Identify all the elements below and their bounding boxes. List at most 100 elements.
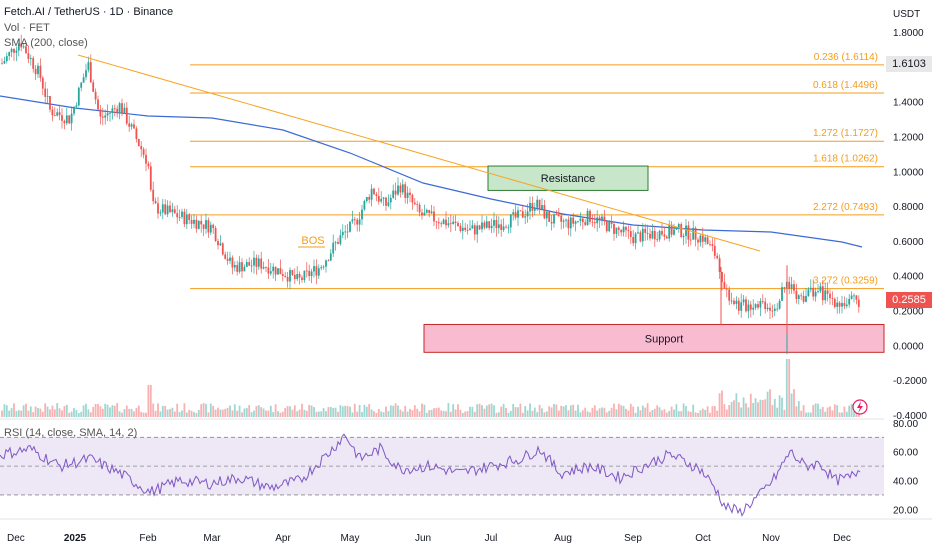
volume-bar	[49, 409, 51, 417]
volume-bar	[742, 397, 745, 417]
volume-bar	[603, 407, 606, 417]
volume-bar	[529, 403, 531, 417]
candle-body	[409, 192, 411, 196]
candles	[1, 34, 860, 355]
volume-bar	[572, 404, 575, 417]
volume-bar	[665, 412, 668, 417]
volume-bar	[725, 409, 728, 417]
candle-body	[771, 310, 774, 312]
candle-body	[207, 220, 210, 233]
candle-body	[548, 211, 551, 222]
volume-bar	[106, 404, 109, 417]
time-tick-label: 2025	[64, 533, 87, 544]
volume-bar	[634, 412, 637, 417]
volume-bar	[197, 409, 200, 417]
candle-body	[8, 52, 11, 57]
volume-bar	[754, 398, 757, 417]
candle-body	[169, 205, 171, 213]
volume-bar	[212, 405, 215, 417]
candle-body	[687, 225, 690, 240]
volume-bar	[164, 405, 167, 417]
volume-bar	[1, 410, 3, 417]
volume-bar	[99, 406, 102, 417]
volume-legend: Vol · FET	[4, 22, 50, 34]
candle-body	[505, 226, 507, 228]
candle-body	[769, 307, 771, 311]
grid	[0, 418, 932, 520]
candle-body	[716, 255, 719, 259]
fib-levels: 0.236 (1.6114) 0.618 (1.4496) 1.272 (1.172…	[190, 52, 884, 290]
candle-body	[747, 304, 750, 312]
candle-body	[773, 308, 776, 311]
support-label: Support	[645, 333, 684, 345]
candle-body	[356, 219, 359, 225]
candle-body	[202, 224, 205, 229]
volume-bar	[262, 408, 265, 417]
volume-bar	[622, 405, 625, 417]
fib-label: 3.272 (0.3259)	[813, 276, 878, 287]
volume-bar	[509, 410, 512, 417]
candle-body	[325, 260, 327, 267]
volume-bar	[591, 407, 594, 417]
volume-bar	[413, 405, 416, 417]
candle-body	[536, 199, 539, 208]
candle-body	[281, 274, 284, 276]
lightning-icon[interactable]	[852, 399, 868, 415]
volume-bar	[37, 408, 39, 417]
candle-body	[449, 223, 452, 225]
volume-bar	[253, 410, 255, 417]
volume-bar	[13, 403, 15, 417]
candle-body	[457, 222, 459, 226]
candle-body	[740, 302, 743, 311]
candle-body	[797, 295, 800, 299]
volume-bar	[555, 404, 558, 417]
candle-body	[800, 295, 803, 297]
volume-bar	[339, 405, 342, 417]
volume-bar	[394, 403, 397, 417]
volume-bar	[185, 412, 188, 417]
volume-bar	[521, 412, 524, 417]
volume-bar	[267, 410, 270, 417]
volume-bar	[337, 411, 339, 417]
candle-body	[29, 58, 32, 59]
candle-body	[135, 128, 138, 139]
time-tick-label: Nov	[762, 533, 780, 544]
volume-bar	[310, 405, 313, 417]
candle-body	[265, 267, 267, 268]
candle-body	[569, 217, 572, 229]
volume-bar	[783, 409, 786, 417]
candle-body	[601, 216, 603, 220]
level-price-badge: 1.6103	[886, 56, 932, 72]
candle-body	[123, 107, 126, 114]
volume-bar	[829, 406, 831, 417]
volume-bar	[233, 404, 236, 417]
last-price-badge: 0.2585	[886, 292, 932, 308]
candle-body	[809, 287, 812, 290]
candle-body	[766, 307, 769, 310]
volume-bar	[519, 403, 522, 417]
candle-body	[718, 258, 721, 273]
candle-body	[653, 230, 656, 240]
volume-bar	[824, 411, 827, 417]
volume-bar	[617, 403, 620, 417]
candle-body	[593, 222, 596, 224]
candle-body	[351, 219, 354, 222]
candle-body	[231, 257, 234, 268]
volume-bar	[788, 359, 791, 417]
candle-body	[121, 103, 123, 114]
candle-body	[721, 272, 723, 282]
candle-body	[385, 197, 387, 206]
volume-bar	[538, 404, 541, 417]
candle-body	[589, 210, 591, 222]
fib-label: 1.618 (1.0262)	[813, 154, 878, 165]
candle-body	[641, 228, 644, 242]
volume-bar	[673, 409, 675, 417]
candle-body	[49, 96, 51, 110]
volume-bar	[125, 405, 128, 417]
candle-body	[317, 268, 320, 276]
volume-bar	[209, 403, 212, 417]
volume-bar	[627, 410, 630, 417]
candle-body	[382, 197, 385, 199]
price-tick-label: 1.4000	[893, 98, 924, 109]
